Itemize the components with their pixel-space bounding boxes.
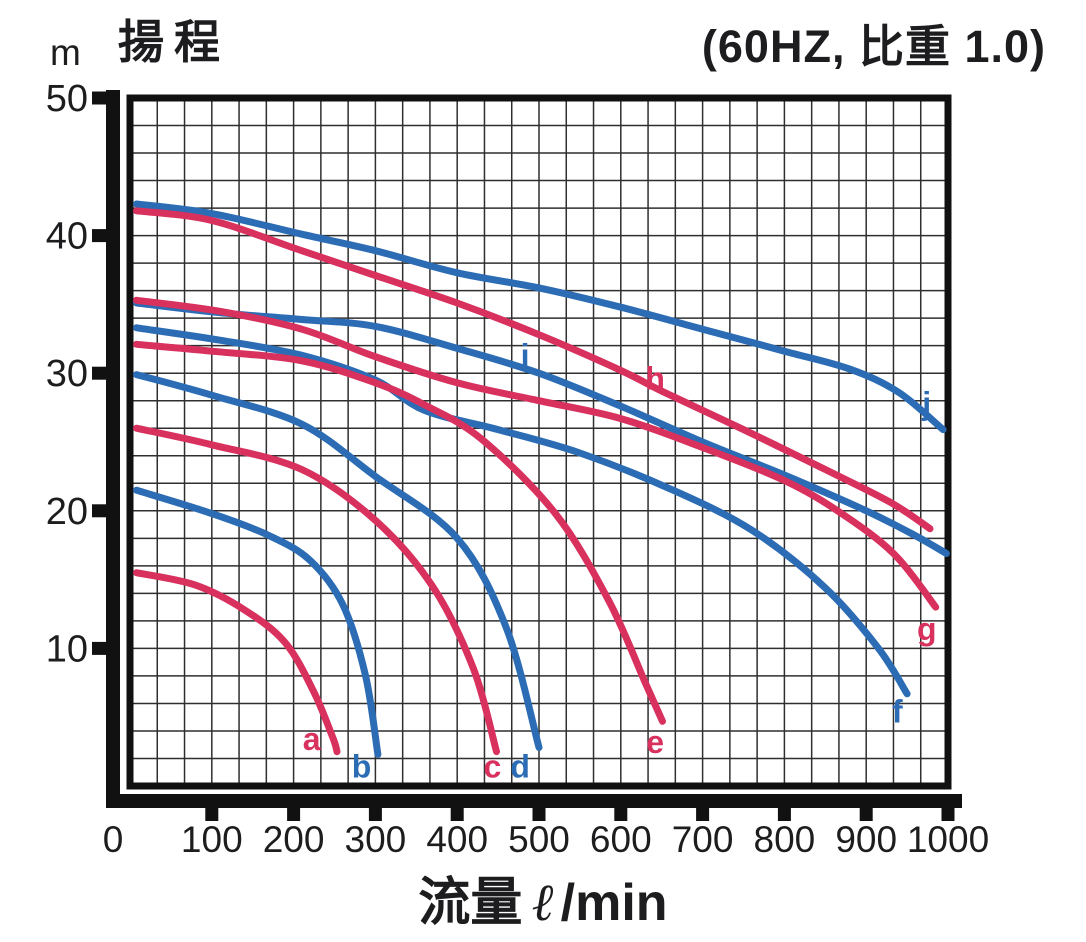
x-tick-mark [859, 808, 873, 821]
x-tick-label: 100 [181, 819, 243, 860]
x-tick-label: 200 [263, 819, 325, 860]
curve-label-j: j [921, 385, 931, 421]
curve-c [133, 424, 500, 756]
curve-h [133, 207, 934, 533]
y-tick-mark [92, 504, 106, 518]
y-axis-unit: m [50, 32, 81, 73]
chart-title: 揚程 [118, 16, 230, 68]
x-tick-label: 0 [103, 819, 124, 860]
curve-label-i: i [521, 337, 530, 373]
curve-label-h: h [645, 361, 665, 397]
x-tick-mark [205, 808, 219, 821]
x-tick-mark [696, 808, 710, 821]
curve-g [133, 296, 940, 611]
curve-j [133, 200, 947, 434]
plot-frame [126, 94, 952, 790]
x-tick-mark [450, 808, 464, 821]
curve-b [133, 486, 382, 758]
y-tick-mark [92, 229, 106, 243]
curve-f [133, 324, 911, 698]
x-tick-label: 1000 [907, 819, 989, 860]
x-tick-mark [614, 808, 628, 821]
curve-i [133, 299, 950, 557]
y-tick-mark [92, 641, 106, 655]
y-tick-label: 50 [46, 78, 88, 120]
x-tick-label: 900 [835, 819, 897, 860]
x-tick-mark [287, 808, 301, 821]
x-axis-label: 流量 ℓ/min [0, 860, 1086, 935]
chart-condition-note: (60HZ, 比重 1.0) [701, 21, 1046, 72]
x-tick-label: 800 [754, 819, 816, 860]
curve-label-f: f [892, 694, 903, 730]
curve-label-g: g [917, 611, 937, 647]
x-tick-label: 600 [590, 819, 652, 860]
y-tick-mark [92, 366, 106, 380]
x-tick-label: 500 [508, 819, 570, 860]
curve-e [133, 340, 666, 725]
y-axis-bar [106, 90, 120, 808]
curve-d [133, 371, 543, 751]
x-tick-mark [777, 808, 791, 821]
curve-a [133, 569, 341, 756]
x-tick-mark [941, 808, 955, 821]
y-tick-label: 40 [46, 216, 88, 258]
curve-label-e: e [646, 724, 664, 760]
x-tick-label: 700 [672, 819, 734, 860]
x-tick-label: 300 [345, 819, 407, 860]
curve-label-c: c [483, 749, 501, 785]
x-tick-label: 400 [426, 819, 488, 860]
curve-label-d: d [510, 749, 530, 785]
y-tick-label: 30 [46, 353, 88, 395]
curve-label-a: a [303, 721, 321, 757]
x-tick-mark [532, 808, 546, 821]
liter-symbol: ℓ [532, 872, 555, 933]
x-axis-bar [106, 794, 962, 808]
x-axis-label-suffix: /min [560, 874, 668, 932]
curve-label-b: b [352, 749, 372, 785]
y-tick-label: 10 [46, 628, 88, 670]
x-axis-label-prefix: 流量 [418, 874, 523, 932]
x-tick-mark [368, 808, 382, 821]
y-tick-mark [92, 91, 106, 105]
y-tick-label: 20 [46, 491, 88, 533]
